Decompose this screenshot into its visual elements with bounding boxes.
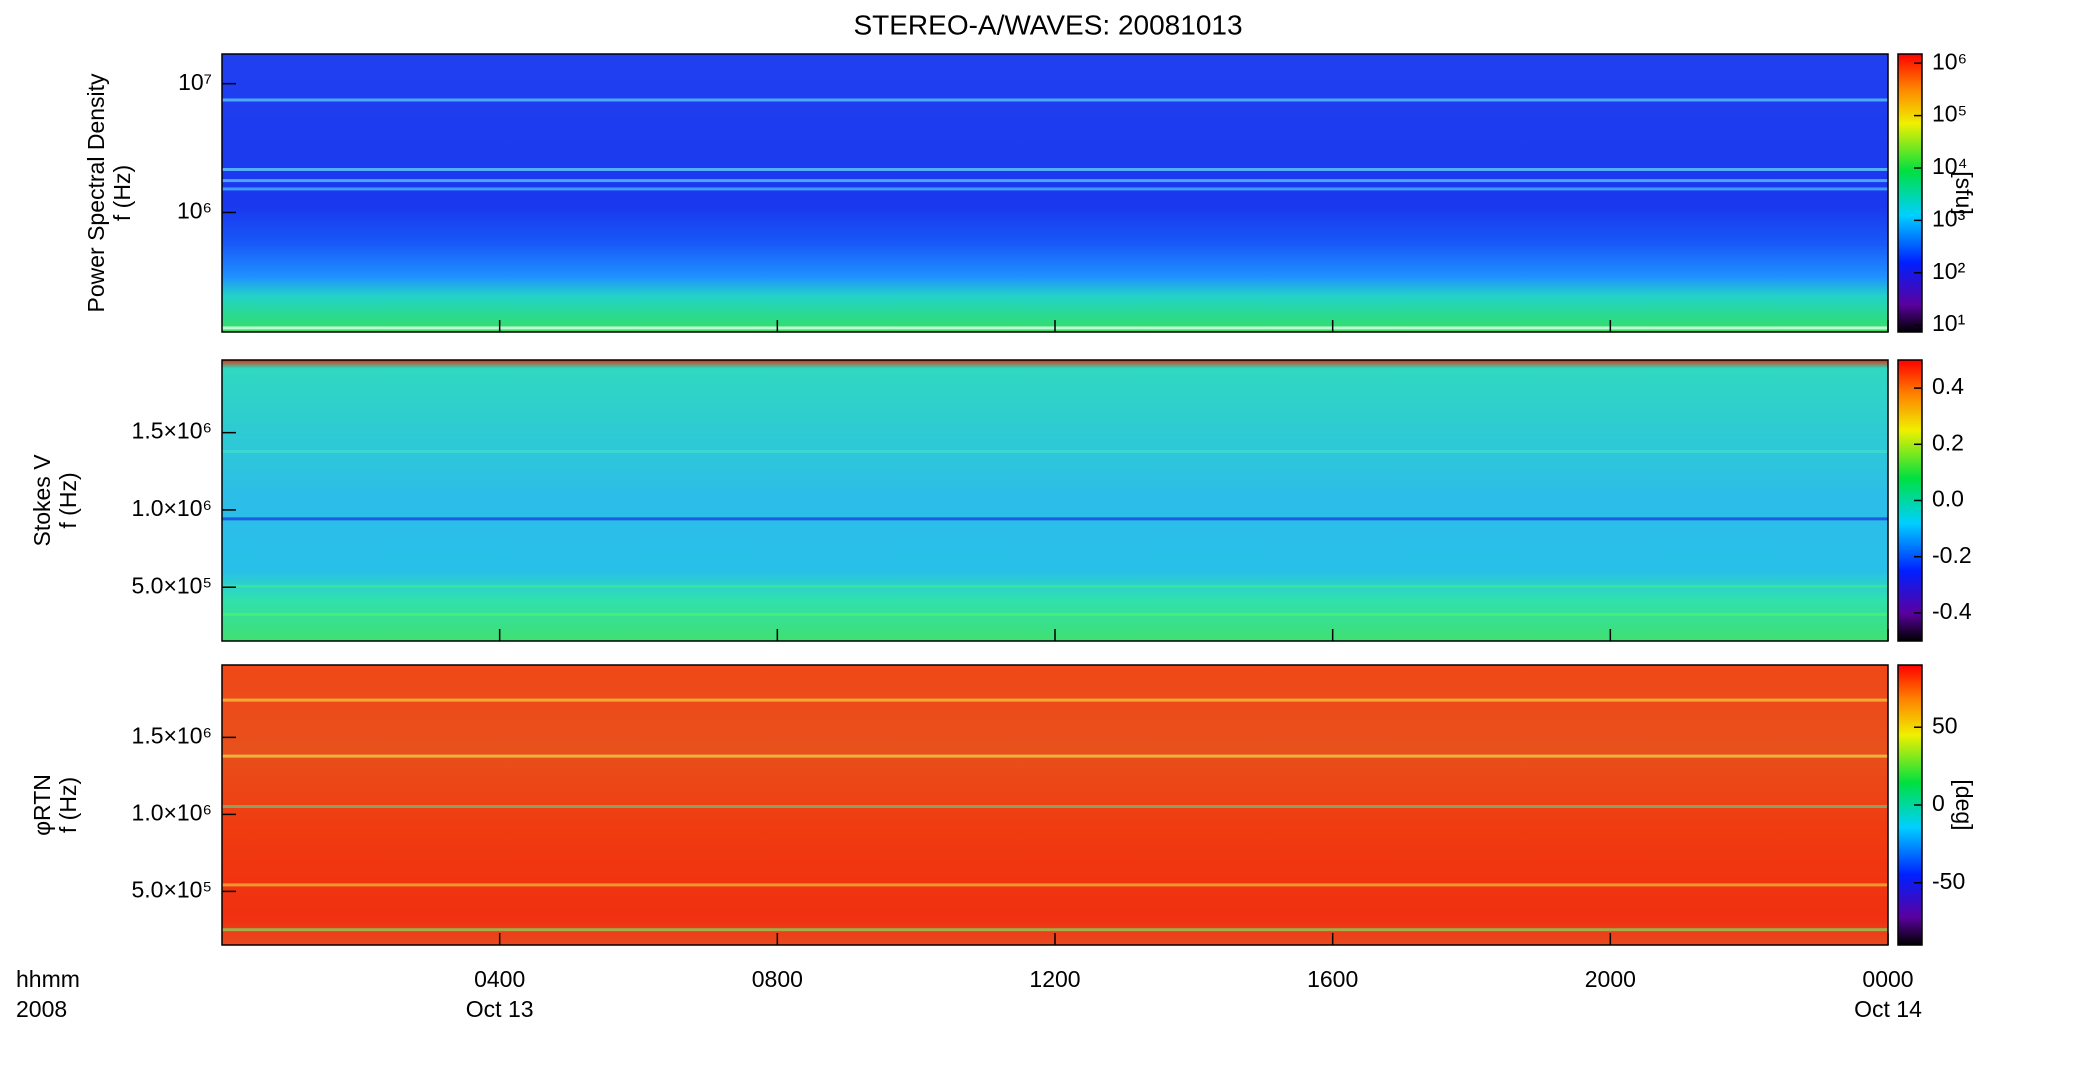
y-axis-label: f (Hz) [55,472,81,528]
spectrogram-band [222,179,1888,183]
colorbar-tick-label: 0.0 [1932,486,1964,512]
spectrogram-band [222,612,1888,616]
x-tick-label: 0400 [474,966,525,992]
colorbar-tick-label: -0.4 [1932,598,1972,624]
y-tick-label: 10⁶ [177,198,212,224]
x-tick-label: 0000 [1862,966,1913,992]
colorbar-tick-label: 10⁶ [1932,48,1967,74]
colorbar-tick-label: 0.2 [1932,429,1964,455]
y-tick-label: 5.0×10⁵ [131,876,212,902]
y-axis-label: φRTN [29,774,55,836]
colorbar-tick-label: 0 [1932,790,1945,816]
x-date-label: Oct 13 [466,996,534,1022]
y-tick-label: 1.5×10⁶ [132,418,212,444]
y-tick-label: 1.0×10⁶ [132,495,212,521]
x-tick-label: 0800 [752,966,803,992]
colorbar-tick-label: -0.2 [1932,542,1972,568]
x-tick-label: 1600 [1307,966,1358,992]
y-tick-label: 1.5×10⁶ [132,722,212,748]
y-axis-label: f (Hz) [55,777,81,833]
y-axis-label: Power Spectral Density [83,73,109,313]
y-tick-label: 10⁷ [178,69,212,95]
chart-title: STEREO-A/WAVES: 20081013 [853,9,1242,40]
x-tick-label: 2000 [1585,966,1636,992]
spectrogram-band [222,805,1888,808]
colorbar-tick-label: 50 [1932,712,1958,738]
x-axis-label: 2008 [16,996,67,1022]
colorbar-tick-label: 10² [1932,258,1966,284]
spectrogram-band [222,754,1888,758]
colorbar-tick-label: 10⁴ [1932,153,1967,179]
colorbar-tick-label: 10¹ [1932,310,1966,336]
spectrogram-band [222,167,1888,171]
colorbar-tick-label: 10⁵ [1932,101,1967,127]
spectrogram-band [222,928,1888,932]
y-axis-label: Stokes V [29,454,55,547]
y-axis-label: f (Hz) [109,165,135,221]
colorbar-label: [deg] [1951,779,1977,830]
colorbar [1897,53,1923,333]
spectrogram [222,54,1888,332]
y-tick-label: 1.0×10⁶ [132,799,212,825]
x-tick-label: 1200 [1029,966,1080,992]
spectrogram-band [222,98,1888,102]
colorbar-tick-label: 0.4 [1932,373,1964,399]
spectrogram-band [222,517,1888,521]
x-date-label: Oct 14 [1854,996,1922,1022]
spectrogram [222,360,1888,641]
colorbar-tick-label: 10³ [1932,205,1966,231]
y-tick-label: 5.0×10⁵ [131,572,212,598]
spectrogram-band [222,883,1888,887]
colorbar-tick-label: -50 [1932,868,1965,894]
spectrogram-band [222,187,1888,191]
spectrogram-band [222,698,1888,702]
colorbar-label: [sfu] [1951,171,1977,214]
x-axis-label: hhmm [16,966,80,992]
spectrogram-band [222,584,1888,588]
spectrogram-band [222,449,1888,453]
